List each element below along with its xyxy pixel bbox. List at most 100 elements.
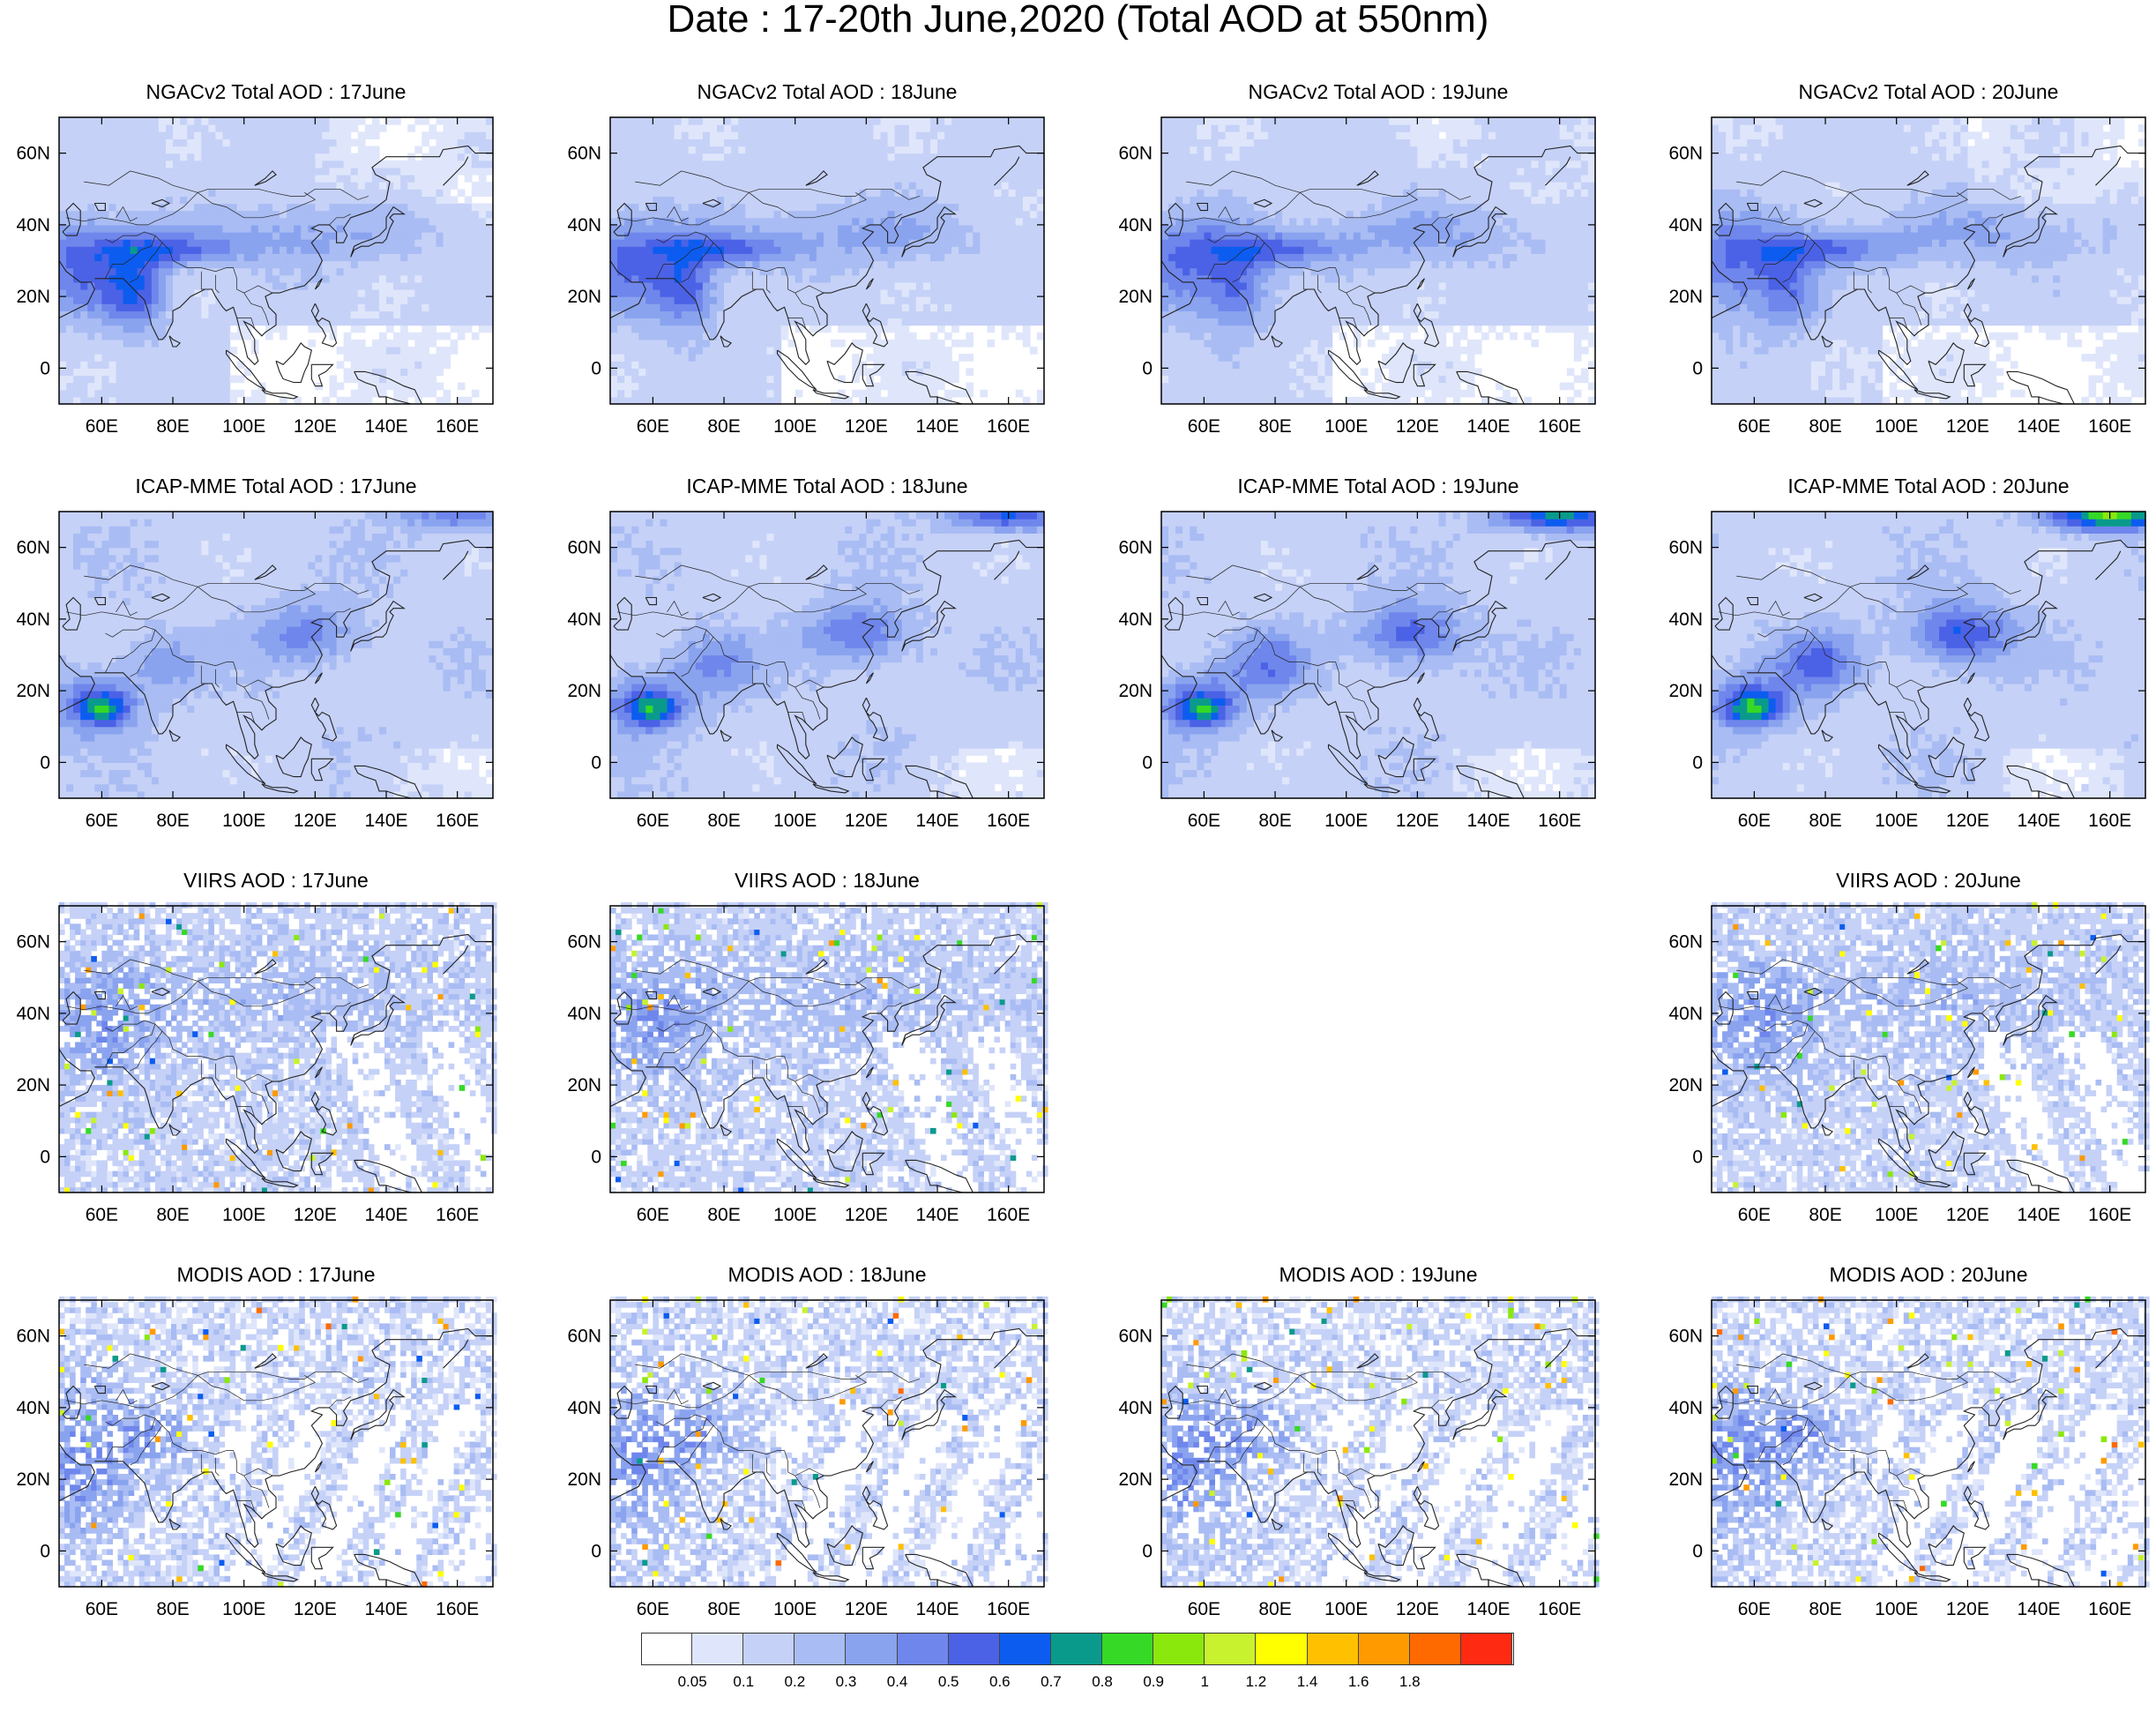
aod-cell: [922, 354, 931, 362]
aod-cell: [987, 239, 996, 247]
aod-cell: [922, 124, 931, 132]
aod-cell: [1168, 325, 1176, 333]
aod-cell: [94, 203, 102, 212]
aod-cell: [123, 153, 131, 161]
aod-cell: [930, 274, 938, 283]
aod-cell: [738, 224, 746, 233]
aod-cell: [1161, 160, 1169, 168]
aod-cell: [422, 361, 429, 369]
aod-cell: [336, 267, 345, 276]
aod-cell: [66, 354, 74, 362]
aod-cell: [688, 239, 697, 247]
aod-cell: [959, 296, 966, 304]
aod-cell: [116, 239, 124, 247]
aod-cell: [873, 217, 882, 226]
aod-cell: [915, 361, 924, 369]
aod-cell: [151, 332, 160, 340]
aod-cell: [414, 361, 422, 369]
aod-cell: [831, 196, 839, 205]
aod-cell: [1218, 332, 1227, 340]
aod-cell: [824, 138, 832, 147]
aod-cell: [414, 246, 422, 254]
aod-cell: [116, 396, 124, 405]
aod-cell: [780, 267, 789, 276]
aod-cell: [887, 124, 896, 132]
aod-cell: [966, 267, 974, 276]
aod-cell: [1211, 354, 1220, 362]
aod-cell: [180, 131, 188, 139]
aod-cell: [702, 246, 711, 254]
aod-cell: [243, 303, 252, 311]
aod-cell: [144, 189, 153, 197]
aod-cell: [450, 167, 459, 176]
aod-cell: [173, 368, 181, 377]
aod-cell: [443, 389, 451, 398]
aod-cell: [638, 160, 646, 168]
aod-cell: [674, 124, 683, 132]
aod-cell: [393, 375, 401, 384]
aod-cell: [1197, 375, 1205, 384]
aod-cell: [144, 260, 153, 269]
aod-cell: [809, 274, 817, 283]
aod-cell: [158, 217, 167, 226]
aod-cell: [308, 325, 316, 333]
aod-cell: [1246, 396, 1255, 405]
aod-cell: [773, 260, 782, 269]
aod-cell: [257, 160, 266, 168]
aod-cell: [158, 375, 167, 384]
aod-cell: [194, 146, 202, 154]
aod-cell: [1211, 131, 1220, 139]
aod-cell: [1204, 296, 1212, 304]
aod-cell: [1001, 138, 1010, 147]
aod-cell: [87, 203, 95, 212]
aod-cell: [322, 246, 331, 254]
aod-cell: [1218, 124, 1227, 132]
aod-cell: [930, 246, 938, 254]
aod-cell: [915, 117, 924, 125]
aod-cell: [908, 354, 917, 362]
aod-cell: [667, 325, 675, 333]
aod-cell: [166, 167, 174, 176]
aod-cell: [116, 389, 124, 398]
aod-cell: [1175, 267, 1183, 276]
aod-cell: [695, 361, 704, 369]
aod-cell: [443, 189, 451, 197]
aod-cell: [795, 138, 803, 147]
aod-cell: [915, 182, 924, 190]
aod-cell: [930, 224, 938, 233]
aod-cell: [987, 175, 996, 183]
aod-cell: [1232, 167, 1241, 176]
aod-cell: [379, 274, 387, 283]
aod-cell: [464, 138, 473, 147]
aod-cell: [414, 368, 422, 377]
aod-cell: [951, 325, 959, 333]
aod-cell: [908, 396, 917, 405]
aod-cell: [809, 117, 817, 125]
aod-cell: [866, 196, 875, 205]
aod-cell: [265, 224, 273, 233]
aod-cell: [187, 339, 195, 348]
aod-cell: [87, 189, 95, 197]
aod-cell: [766, 303, 775, 311]
aod-cell: [766, 325, 775, 333]
aod-cell: [180, 217, 188, 226]
aod-cell: [631, 396, 639, 405]
aod-cell: [752, 339, 760, 348]
aod-cell: [407, 354, 415, 362]
aod-cell: [1239, 318, 1248, 326]
aod-cell: [478, 124, 487, 132]
aod-cell: [1190, 196, 1197, 205]
aod-cell: [329, 332, 338, 340]
aod-cell: [343, 274, 352, 283]
aod-cell: [951, 296, 959, 304]
aod-cell: [166, 347, 174, 355]
aod-cell: [717, 210, 725, 219]
aod-cell: [87, 232, 95, 240]
aod-cell: [717, 260, 725, 269]
aod-cell: [1190, 117, 1197, 125]
aod-cell: [101, 117, 110, 125]
aod-cell: [795, 246, 803, 254]
aod-cell: [222, 310, 231, 319]
aod-cell: [173, 246, 181, 254]
